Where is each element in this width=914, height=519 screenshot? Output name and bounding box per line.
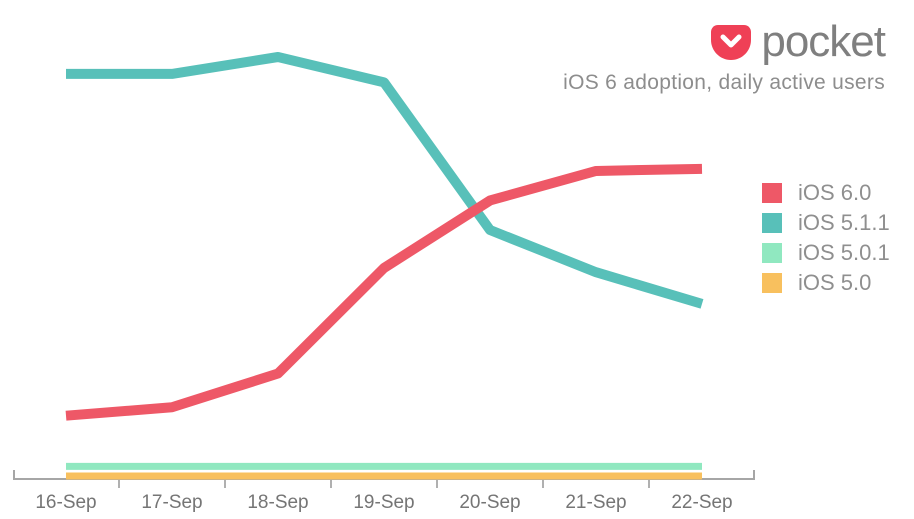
- x-axis-label: 18-Sep: [247, 492, 308, 513]
- chart-title: iOS 6 adoption, daily active users: [563, 71, 885, 94]
- legend-swatch-icon: [762, 243, 782, 263]
- chevron-down-icon: [720, 34, 742, 48]
- legend-item: iOS 5.0: [762, 270, 890, 295]
- header: pocket iOS 6 adoption, daily active user…: [563, 17, 886, 95]
- x-axis-label: 16-Sep: [35, 492, 96, 513]
- legend-item: iOS 6.0: [762, 180, 890, 205]
- legend-label: iOS 6.0: [798, 180, 872, 205]
- x-axis-label: 22-Sep: [671, 492, 732, 513]
- x-axis-label: 20-Sep: [459, 492, 520, 513]
- pocket-logo-icon: [711, 25, 752, 60]
- chart-legend: iOS 6.0 iOS 5.1.1 iOS 5.0.1 iOS 5.0: [762, 180, 890, 295]
- legend-label: iOS 5.1.1: [798, 210, 890, 235]
- brand-row: pocket: [711, 17, 886, 66]
- x-axis-label: 19-Sep: [353, 492, 414, 513]
- brand-wordmark: pocket: [761, 17, 886, 66]
- series-line-ios-5-1-1: [66, 52, 704, 309]
- series-line-ios-6-0: [65, 163, 703, 421]
- x-axis-label: 21-Sep: [565, 492, 626, 513]
- legend-label: iOS 5.0.1: [798, 240, 890, 265]
- legend-swatch-icon: [762, 273, 782, 293]
- legend-item: iOS 5.1.1: [762, 210, 890, 235]
- legend-swatch-icon: [762, 183, 782, 203]
- x-axis-label: 17-Sep: [141, 492, 202, 513]
- legend-label: iOS 5.0: [798, 270, 872, 295]
- legend-swatch-icon: [762, 213, 782, 233]
- legend-item: iOS 5.0.1: [762, 240, 890, 265]
